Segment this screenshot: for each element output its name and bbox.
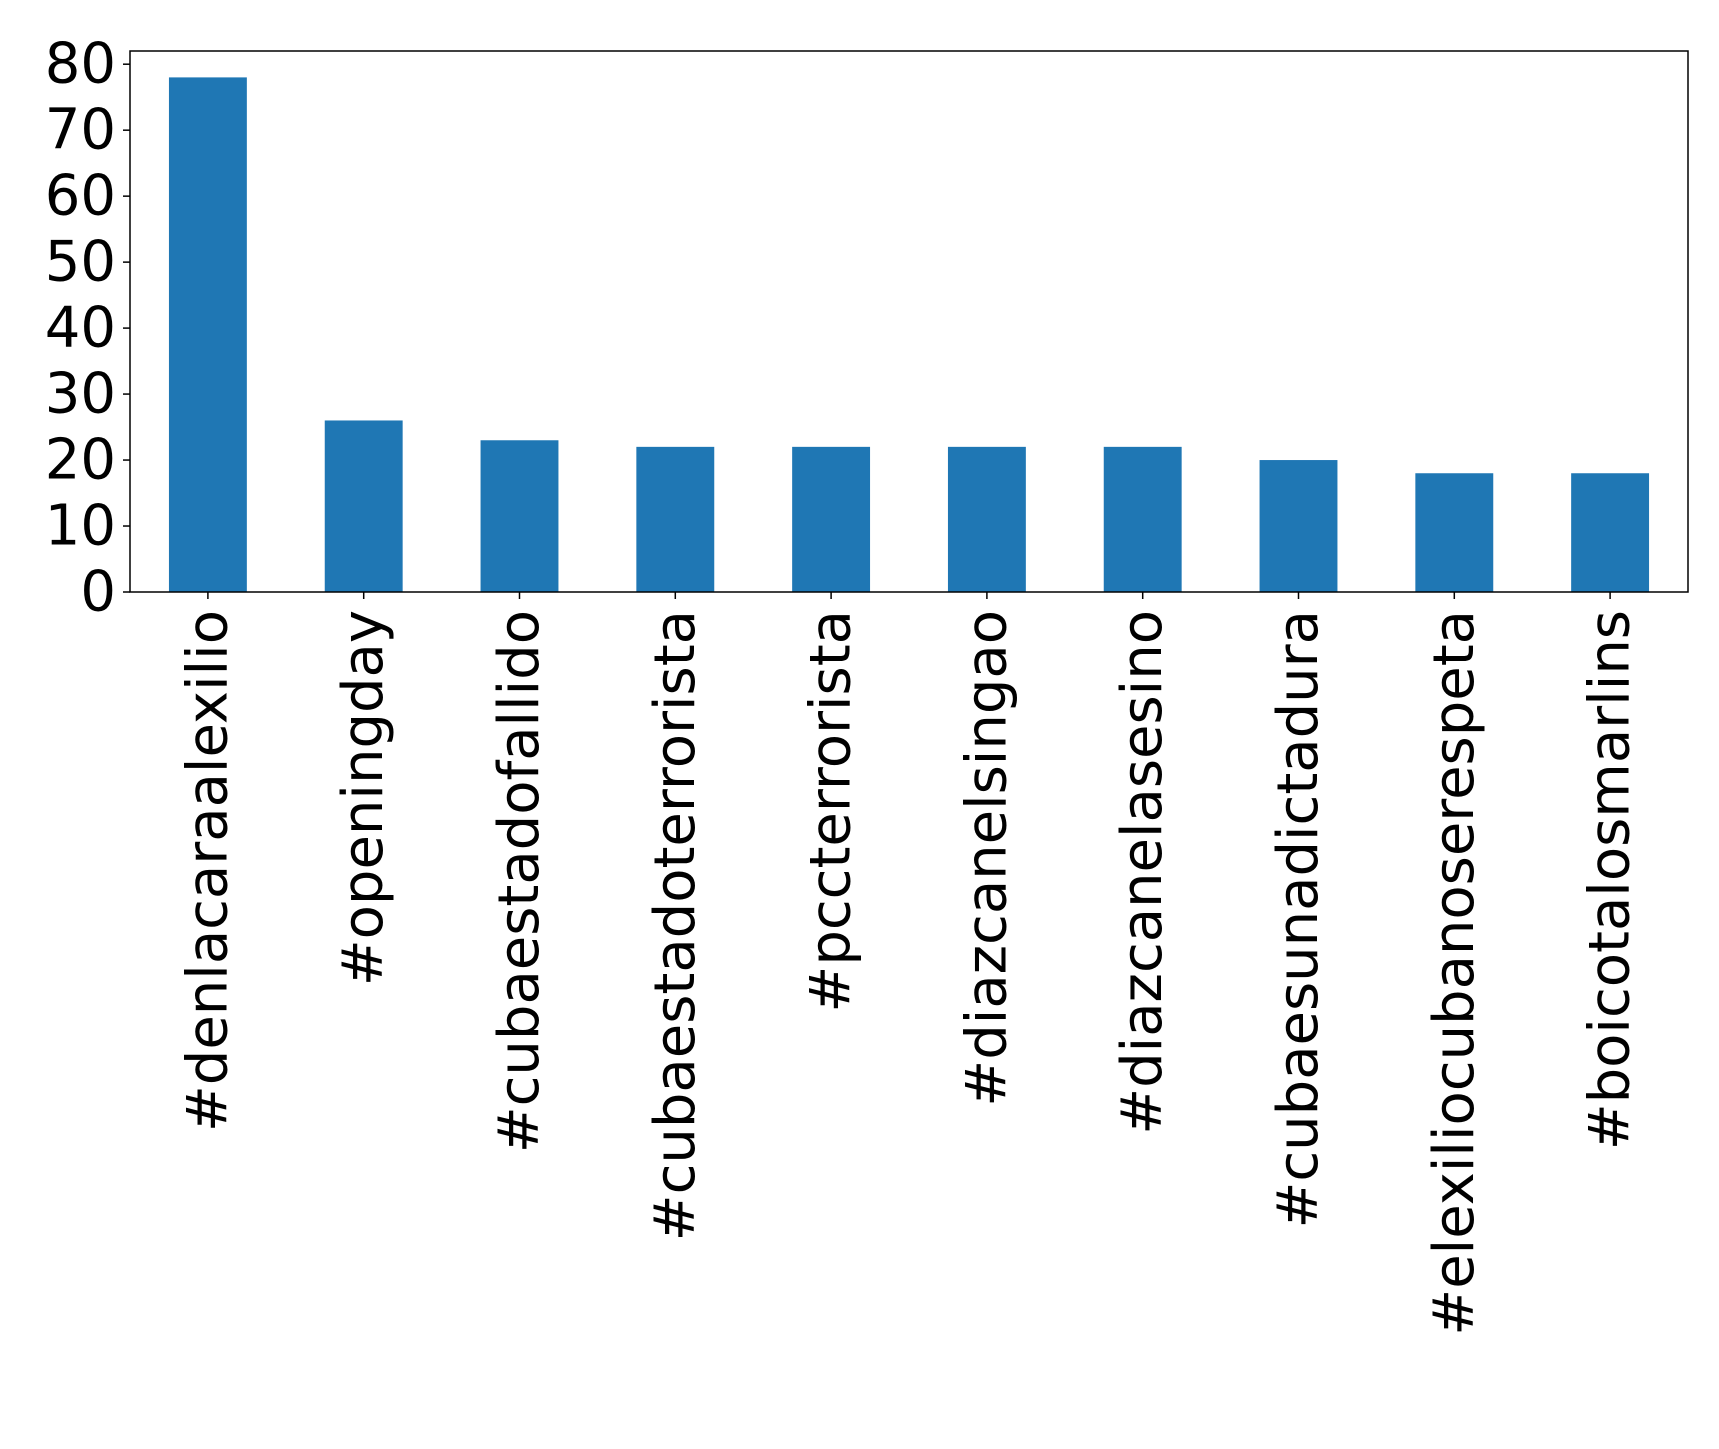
y-tick-label: 10 [45,494,116,559]
y-tick-label: 60 [45,164,116,229]
bar-1 [168,77,247,592]
bar-3 [480,440,559,592]
bar-10 [1571,473,1650,592]
x-tick-label: #cubaestadoterrorista [643,610,708,1241]
y-tick-label: 0 [80,560,116,625]
bars-group [168,77,1650,592]
bar-2 [324,420,403,592]
y-tick-label: 40 [45,296,116,361]
bar-8 [1259,460,1338,592]
y-tick-label: 70 [45,98,116,163]
x-tick-label: #cubaesunadictadura [1266,610,1331,1229]
y-tick-label: 30 [45,362,116,427]
x-tick-label: #pccterrorista [799,610,864,1013]
bar-6 [947,446,1026,592]
bar-5 [792,446,871,592]
x-tick-label: #diazcanelsingao [954,610,1019,1107]
bar-4 [636,446,715,592]
bar-9 [1415,473,1494,592]
x-tick-label: #openingday [331,610,396,986]
bar-7 [1103,446,1182,592]
x-tick-label: #denlacaraalexilio [175,610,240,1132]
y-tick-label: 20 [45,428,116,493]
x-tick-label: #boicotalosmarlins [1578,610,1643,1150]
x-tick-label: #cubaestadofallido [487,610,552,1153]
x-axis: #denlacaraalexilio #openingday #cubaestado… [175,592,1643,1336]
x-tick-label: #diazcanelasesino [1110,610,1175,1135]
x-tick-label: #elexiliocubanoserespeta [1422,610,1487,1336]
plot-frame [129,50,1689,593]
y-tick-label: 80 [45,32,116,97]
y-tick-label: 50 [45,230,116,295]
